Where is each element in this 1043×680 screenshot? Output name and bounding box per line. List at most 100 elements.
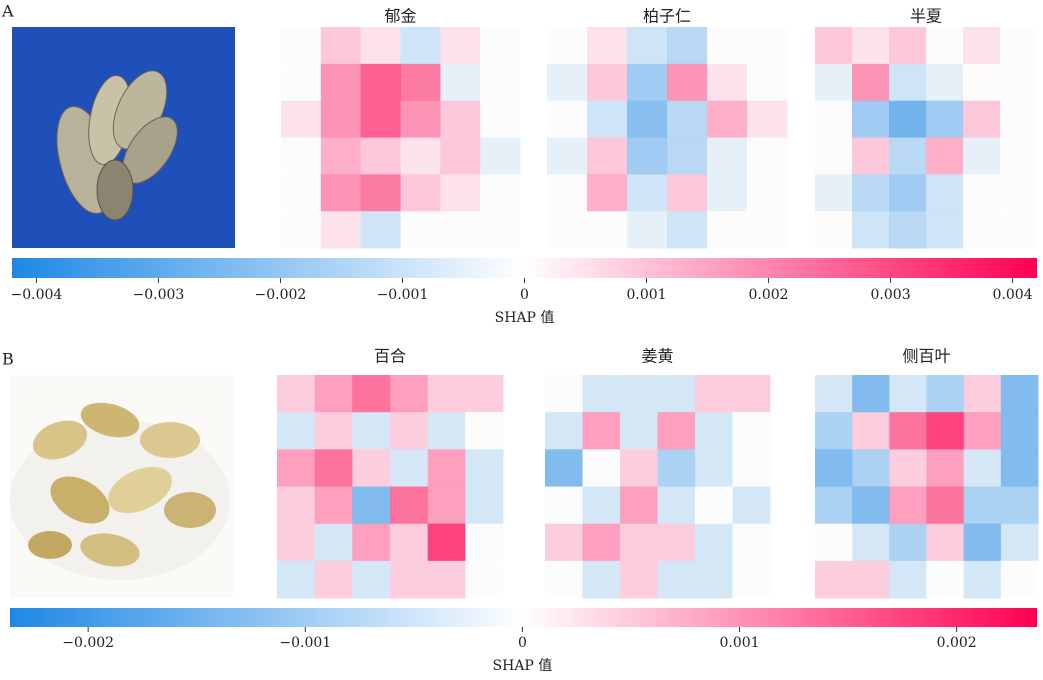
heatmap-cell (926, 523, 965, 562)
heatmap-cell (314, 412, 353, 450)
heatmap-cell (889, 100, 927, 138)
heatmap-cell (314, 523, 353, 562)
heatmap-title: 侧百叶 (902, 347, 950, 366)
heatmap-cell (1000, 486, 1039, 525)
heatmap-cell (587, 63, 628, 102)
heatmap-cell (545, 486, 583, 525)
heatmap-cell (1000, 449, 1039, 487)
heatmap-cell (889, 523, 927, 562)
colorbar (12, 258, 1037, 278)
heatmap-cell (427, 523, 466, 562)
heatmap-cell (480, 211, 521, 249)
photo-b (10, 375, 233, 598)
colorbar-label: SHAP 值 (495, 310, 555, 326)
heatmap-cell (360, 137, 401, 175)
heatmap-cell (889, 137, 927, 175)
heatmap-cell (360, 174, 401, 212)
heatmap-cell (627, 211, 668, 249)
heatmap-cell (889, 412, 927, 450)
heatmap-cell (707, 174, 748, 212)
heatmap-cell (695, 375, 733, 413)
heatmap-cell (480, 27, 521, 65)
heatmap-cell (963, 560, 1002, 599)
heatmap-cell (707, 137, 748, 175)
heatmap-cell (926, 63, 964, 102)
heatmap-cell (815, 27, 853, 65)
heatmap-cell (620, 523, 658, 562)
heatmap-cell (667, 100, 708, 138)
heatmap-cell (440, 100, 481, 138)
heatmap-cell (620, 449, 658, 487)
heatmap-cell (732, 449, 771, 487)
heatmap-cell (465, 375, 504, 413)
heatmap-cell (400, 137, 441, 175)
heatmap-cell (747, 211, 788, 249)
heatmap-cell (281, 100, 322, 138)
heatmap-cell (926, 449, 965, 487)
heatmap-title: 郁金 (384, 7, 416, 26)
heatmap-cell (547, 27, 588, 65)
colorbar-tick-label: −0.002 (62, 635, 114, 651)
heatmap-cell (440, 211, 481, 249)
heatmap-cell (314, 560, 353, 599)
heatmap-cell (815, 560, 853, 599)
panel-label: B (2, 350, 14, 369)
heatmap-cell (852, 449, 890, 487)
heatmap-cell (732, 523, 771, 562)
heatmap-cell (1000, 560, 1039, 599)
heatmap-cell (281, 211, 322, 249)
heatmap-cell (627, 27, 668, 65)
heatmap-cell (747, 137, 788, 175)
heatmap-cell (465, 560, 504, 599)
heatmap-cell (815, 63, 853, 102)
heatmap-cell (1000, 412, 1039, 450)
heatmap-cell (695, 560, 733, 599)
heatmap-cell (320, 63, 362, 102)
heatmap-cell (852, 174, 890, 212)
heatmap-cell (390, 449, 429, 487)
heatmap-cell (695, 486, 733, 525)
heatmap-title: 柏子仁 (643, 7, 691, 26)
heatmap-cell (963, 486, 1002, 525)
heatmap-cell (360, 27, 401, 65)
heatmap-cell (926, 137, 964, 175)
heatmap-cell (926, 211, 964, 249)
heatmap-cell (695, 412, 733, 450)
heatmap-cell (852, 27, 890, 65)
heatmap-cell (352, 486, 391, 525)
heatmap-cell (747, 100, 788, 138)
heatmap-cell (852, 211, 890, 249)
heatmap-cell (1000, 100, 1038, 138)
heatmap-cell (547, 137, 588, 175)
heatmap-cell (352, 523, 391, 562)
heatmap-cell (627, 174, 668, 212)
heatmap-cell (587, 211, 628, 249)
heatmap-cell (547, 100, 588, 138)
heatmap-cell (815, 174, 853, 212)
heatmap-cell (587, 27, 628, 65)
heatmap-cell (732, 486, 771, 525)
heatmap-cell (427, 375, 466, 413)
photo-a (12, 27, 235, 248)
panel-label: A (1, 2, 14, 21)
heatmap-cell (657, 523, 696, 562)
heatmap-cell (277, 486, 316, 525)
heatmap-cell (963, 27, 1001, 65)
heatmap-cell (657, 560, 696, 599)
heatmap-cell (889, 211, 927, 249)
heatmap-cell (277, 523, 316, 562)
colorbar (10, 608, 1037, 627)
heatmap-cell (667, 137, 708, 175)
heatmap-cell (390, 375, 429, 413)
heatmap-cell (587, 137, 628, 175)
heatmap-cell (360, 211, 401, 249)
heatmap-cell (277, 449, 316, 487)
heatmap-cell (963, 449, 1002, 487)
heatmap-cell (852, 560, 890, 599)
colorbar-tick-label: 0.003 (871, 287, 911, 303)
heatmap-cell (627, 100, 668, 138)
heatmap-cell (926, 375, 965, 413)
heatmap-cell (320, 174, 362, 212)
colorbar-tick-label: 0.004 (993, 287, 1033, 303)
heatmap-cell (314, 449, 353, 487)
